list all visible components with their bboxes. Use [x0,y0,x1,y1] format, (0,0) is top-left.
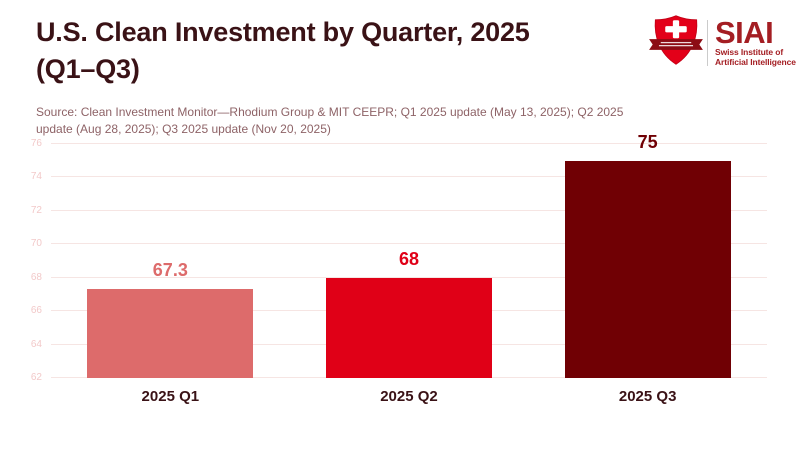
y-axis-tick-label: 76 [30,138,42,149]
y-axis-tick-label: 62 [30,372,42,383]
page-title: U.S. Clean Investment by Quarter, 2025 (… [36,14,636,88]
logo-acronym: SIAI [715,15,774,50]
value-label-2025-q2: 68 [398,248,420,269]
title-line-2: (Q1–Q3) [36,54,140,84]
y-axis-tick-label: 68 [30,271,42,283]
logo-org-line-2: Artificial Intelligence [715,57,796,67]
bar-2025-q2 [326,277,492,378]
siai-logo: SIAI Swiss Institute of Artificial Intel… [649,14,796,71]
gridline [51,209,767,211]
source-note: Source: Clean Investment Monitor—Rhodium… [36,105,624,136]
plot-area: 67.3 2025 Q1 68 2025 Q2 75 2025 Q3 [51,132,767,405]
x-axis-label-2025-q1: 2025 Q1 [141,388,200,405]
y-axis-tick-label: 72 [30,204,42,216]
y-axis: 62 64 66 68 70 72 74 76 [0,138,45,383]
value-label-2025-q3: 75 [637,131,658,152]
y-axis-tick-label: 64 [30,338,42,350]
bar-2025-q3 [564,160,731,378]
siai-shield-icon [649,14,703,71]
title-line-1: U.S. Clean Investment by Quarter, 2025 [36,17,530,47]
gridline [51,276,767,278]
y-axis-tick-label: 66 [30,305,42,317]
logo-divider [707,19,708,66]
logo-org-line-1: Swiss Institute of [715,47,784,57]
y-axis-tick-label: 70 [30,238,42,250]
value-label-2025-q1: 67.3 [152,260,188,281]
x-axis-label-2025-q3: 2025 Q3 [618,388,677,405]
gridline [51,243,767,245]
y-axis-tick-label: 74 [30,171,42,183]
gridline [51,143,767,144]
x-axis-label-2025-q2: 2025 Q2 [380,388,438,405]
bar-2025-q1 [87,289,254,378]
gridline [51,176,767,178]
